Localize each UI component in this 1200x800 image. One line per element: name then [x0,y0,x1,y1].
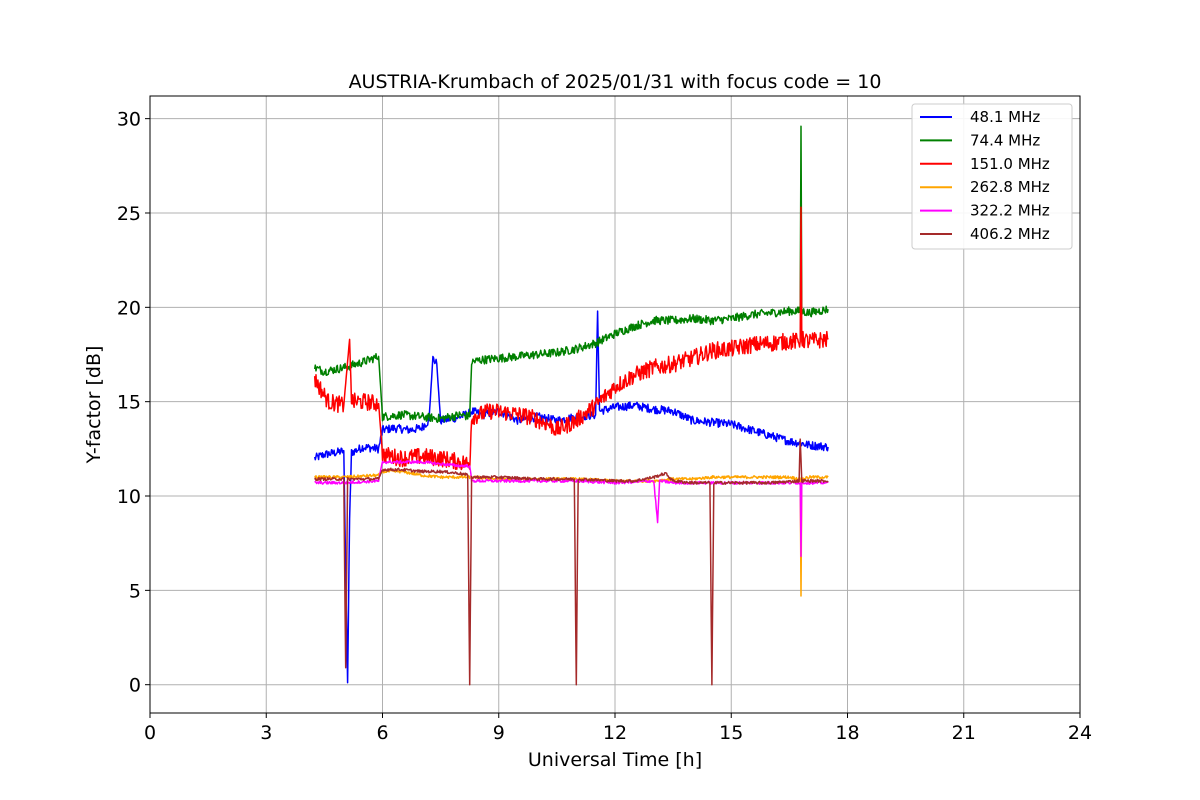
y-tick-label: 15 [117,392,141,414]
series-line [314,438,829,686]
x-tick-label: 0 [144,722,156,744]
legend-label: 74.4 MHz [970,131,1040,149]
plot-frame [149,95,1081,714]
x-tick-label: 12 [603,722,627,744]
y-tick-label: 20 [117,297,141,319]
x-tick-label: 24 [1068,722,1092,744]
y-tick-label: 25 [117,203,141,225]
y-tick-label: 5 [129,580,141,602]
x-tick-label: 21 [952,722,976,744]
legend-label: 406.2 MHz [970,225,1050,243]
x-tick-label: 3 [260,722,272,744]
x-tick-label: 6 [376,722,388,744]
legend-label: 151.0 MHz [970,155,1050,173]
series-line [313,310,829,684]
y-axis-label: Y-factor [dB] [83,346,105,465]
x-tick-label: 18 [835,722,859,744]
legend-label: 262.8 MHz [970,178,1050,196]
y-tick-label: 0 [129,675,141,697]
x-tick-label: 9 [493,722,505,744]
x-axis-label: Universal Time [h] [528,749,702,771]
axes-layer: 0 3 6 9 12 15 18 21 24 0 5 10 15 20 25 30 [117,109,1092,744]
series-line [313,206,829,471]
y-tick-label: 30 [117,109,141,131]
legend-label: 322.2 MHz [970,202,1050,220]
series-line [313,125,829,424]
chart-title: AUSTRIA-Krumbach of 2025/01/31 with focu… [349,71,882,93]
y-tick-label: 10 [117,486,141,508]
legend: 48.1 MHz 74.4 MHz 151.0 MHz 262.8 MHz 322.2… [911,103,1073,250]
x-tick-label: 15 [719,722,743,744]
plot-area [313,125,829,686]
legend-label: 48.1 MHz [970,108,1040,126]
